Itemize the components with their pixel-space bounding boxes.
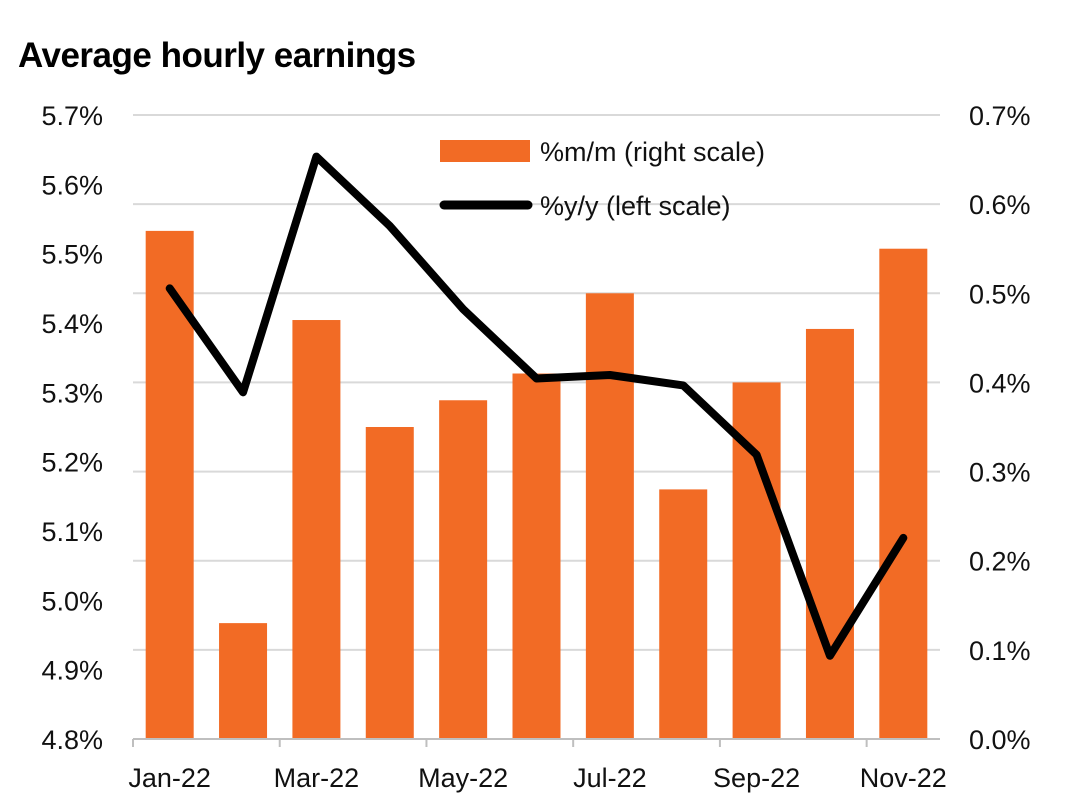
left-tick-label: 5.5% <box>41 240 103 270</box>
right-tick-label: 0.2% <box>969 547 1031 577</box>
x-tick-label: Mar-22 <box>274 763 360 793</box>
chart-title: Average hourly earnings <box>18 36 416 75</box>
right-tick-label: 0.3% <box>969 458 1031 488</box>
bar-Oct-22 <box>805 328 854 739</box>
legend-label-bar: %m/m (right scale) <box>540 137 765 167</box>
right-tick-label: 0.7% <box>969 101 1031 131</box>
tick-layer: 4.8% 4.9% 5.0% 5.1% 5.2% 5.3% 5.4% 5.5% 5.6% 5.7%… <box>41 101 1030 793</box>
bar-Jul-22 <box>585 293 634 739</box>
bar-Mar-22 <box>292 320 341 739</box>
x-tick-label: Nov-22 <box>860 763 947 793</box>
legend-swatch-bar <box>440 140 530 162</box>
right-tick-label: 0.0% <box>969 725 1031 755</box>
bar-Aug-22 <box>659 489 708 739</box>
right-tick-label: 0.6% <box>969 190 1031 220</box>
bar-Jun-22 <box>512 373 561 739</box>
right-tick-label: 0.4% <box>969 368 1031 398</box>
bar-Feb-22 <box>219 623 268 739</box>
left-tick-label: 5.4% <box>41 309 103 339</box>
bar-layer <box>145 230 928 739</box>
bar-Apr-22 <box>365 427 414 739</box>
bar-May-22 <box>439 400 488 739</box>
right-tick-label: 0.5% <box>969 279 1031 309</box>
left-tick-label: 5.0% <box>41 586 103 616</box>
x-tick-label: Jul-22 <box>573 763 647 793</box>
legend-layer: %m/m (right scale) %y/y (left scale) <box>439 137 765 221</box>
left-tick-label: 5.3% <box>41 378 103 408</box>
x-tick-label: Jan-22 <box>128 763 211 793</box>
axis-layer <box>132 738 940 747</box>
line-layer <box>165 152 908 660</box>
left-tick-label: 5.2% <box>41 448 103 478</box>
left-tick-label: 4.8% <box>41 725 103 755</box>
left-tick-label: 5.1% <box>41 517 103 547</box>
x-tick-label: May-22 <box>418 763 508 793</box>
bar-Nov-22 <box>879 248 928 739</box>
legend-label-line: %y/y (left scale) <box>540 191 731 221</box>
left-tick-label: 4.9% <box>41 656 103 686</box>
right-tick-label: 0.1% <box>969 636 1031 666</box>
left-tick-label: 5.6% <box>41 170 103 200</box>
x-tick-label: Sep-22 <box>713 763 800 793</box>
left-tick-label: 5.7% <box>41 101 103 131</box>
